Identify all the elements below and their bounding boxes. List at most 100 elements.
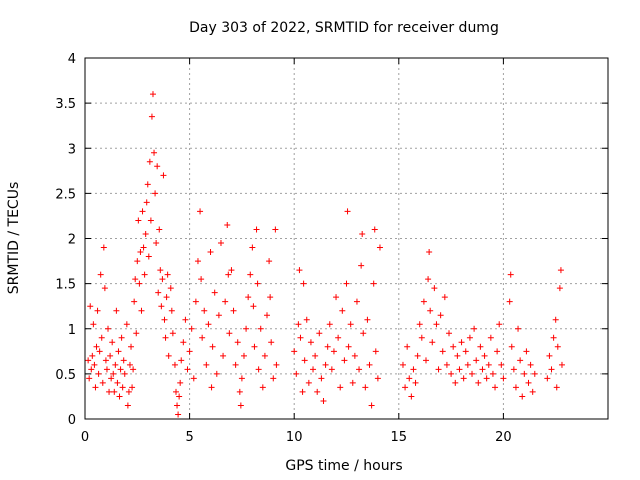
data-point [553,384,560,391]
data-point [226,330,233,337]
data-point [512,384,519,391]
data-point [402,384,409,391]
data-point [155,289,162,296]
data-point [158,303,165,310]
data-point [106,388,113,395]
data-point [552,316,559,323]
data-point [113,307,120,314]
data-point [487,334,494,341]
data-point [469,370,476,377]
data-point [94,307,101,314]
data-point [496,321,503,328]
data-point [174,402,181,409]
data-point [107,352,114,359]
data-point [259,384,266,391]
data-point [435,366,442,373]
data-point [89,352,96,359]
data-point [230,307,237,314]
data-point [347,321,354,328]
data-point [343,280,350,287]
data-point [376,244,383,251]
data-point [492,384,499,391]
data-point [297,334,304,341]
data-point [296,267,303,274]
data-point [87,303,94,310]
data-point [224,221,231,228]
data-point [142,230,149,237]
data-point [247,271,254,278]
data-point [211,289,218,296]
data-point [456,366,463,373]
data-point [222,298,229,305]
x-tick-label: 0 [81,430,89,445]
data-point [546,352,553,359]
data-point [360,330,367,337]
data-point [188,325,195,332]
data-point [88,366,95,373]
data-point [198,276,205,283]
data-point [300,280,307,287]
data-point [131,298,138,305]
data-point [429,339,436,346]
data-point [138,307,145,314]
data-point [129,384,136,391]
data-point [268,339,275,346]
data-point [228,267,235,274]
data-point [144,181,151,188]
data-point [273,361,280,368]
data-point [291,348,298,355]
data-point [498,361,505,368]
data-point [201,307,208,314]
data-point [220,352,227,359]
data-point [473,357,480,364]
data-point [479,366,486,373]
data-point [345,343,352,350]
axes: 0 5 10 15 20 0 0.5 1 1.5 2 2.5 3 3.5 4 [55,52,609,445]
data-point [356,366,363,373]
data-point [477,343,484,350]
data-point [234,339,241,346]
data-point [481,352,488,359]
data-point [515,325,522,332]
data-point [161,316,168,323]
data-point [529,388,536,395]
data-point [147,217,154,224]
data-point [485,361,492,368]
data-point [318,375,325,382]
data-point [320,397,327,404]
data-point [173,388,180,395]
data-point [157,267,164,274]
data-point [134,258,141,265]
data-point [448,370,455,377]
data-point [414,352,421,359]
data-point [236,388,243,395]
data-point [116,393,123,400]
data-point [149,91,156,98]
data-point [507,271,514,278]
data-point [406,375,413,382]
data-point [410,366,417,373]
data-point [437,312,444,319]
data-point [412,379,419,386]
data-point [489,370,496,377]
data-point [237,402,244,409]
data-point [208,384,215,391]
data-point [102,357,109,364]
data-point [335,334,342,341]
data-point [243,325,250,332]
data-point [114,379,121,386]
data-point [558,361,565,368]
data-point [194,258,201,265]
data-point [133,330,140,337]
data-point [556,285,563,292]
data-point [250,303,257,310]
data-point [527,361,534,368]
data-point [368,402,375,409]
data-point [125,388,132,395]
y-tick-label: 3.5 [55,97,76,112]
data-point [162,334,169,341]
data-point [510,366,517,373]
data-point [550,334,557,341]
data-point [471,325,478,332]
data-point [171,361,178,368]
